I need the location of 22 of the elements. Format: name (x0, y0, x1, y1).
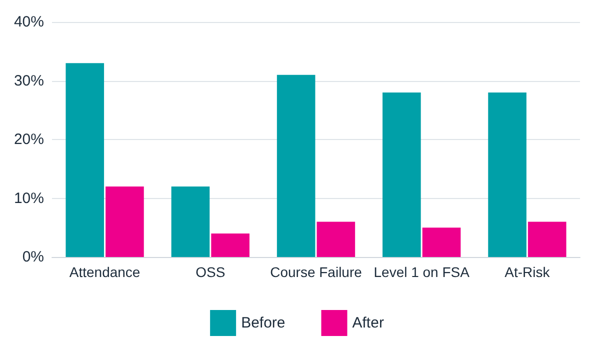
y-tick-label: 20% (14, 131, 44, 148)
legend-label: Before (241, 314, 286, 332)
bar (276, 74, 316, 257)
x-tick-label: Attendance (69, 264, 140, 280)
bar (66, 63, 104, 257)
y-tick-label: 40% (14, 14, 44, 30)
x-tick-label: OSS (196, 264, 226, 280)
bar (316, 222, 356, 257)
legend-label: After (352, 314, 384, 332)
bar (528, 222, 566, 257)
y-tick-label: 10% (14, 190, 44, 207)
x-tick-label: At-Risk (504, 264, 551, 280)
bar (106, 186, 144, 257)
y-tick-label: 0% (22, 248, 44, 266)
bar (171, 186, 210, 257)
bar (211, 234, 250, 257)
bar (382, 92, 421, 257)
y-tick-label: 30% (14, 72, 44, 90)
bar (422, 228, 461, 257)
bar (488, 92, 526, 257)
x-tick-label: Course Failure (270, 264, 362, 280)
x-tick-label: Level 1 on FSA (374, 264, 470, 280)
